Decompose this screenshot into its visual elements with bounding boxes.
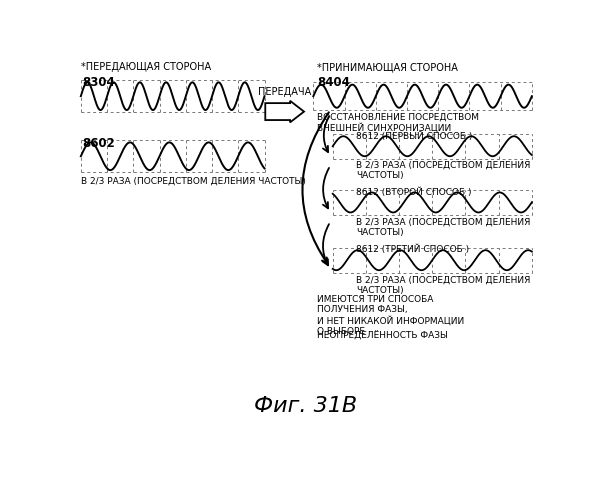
Text: 8404: 8404 <box>317 76 350 89</box>
Text: 8602: 8602 <box>82 137 115 150</box>
Text: Фиг. 31В: Фиг. 31В <box>254 396 357 415</box>
Text: В 2/3 РАЗА (ПОСРЕДСТВОМ ДЕЛЕНИЯ
ЧАСТОТЫ): В 2/3 РАЗА (ПОСРЕДСТВОМ ДЕЛЕНИЯ ЧАСТОТЫ) <box>356 161 530 180</box>
Text: ВОССТАНОВЛЕНИЕ ПОСРЕДСТВОМ
ВНЕШНЕЙ СИНХРОНИЗАЦИИ: ВОССТАНОВЛЕНИЕ ПОСРЕДСТВОМ ВНЕШНЕЙ СИНХР… <box>317 112 479 133</box>
Text: В 2/3 РАЗА (ПОСРЕДСТВОМ ДЕЛЕНИЯ ЧАСТОТЫ): В 2/3 РАЗА (ПОСРЕДСТВОМ ДЕЛЕНИЯ ЧАСТОТЫ) <box>81 176 306 186</box>
Text: В 2/3 РАЗА (ПОСРЕДСТВОМ ДЕЛЕНИЯ
ЧАСТОТЫ): В 2/3 РАЗА (ПОСРЕДСТВОМ ДЕЛЕНИЯ ЧАСТОТЫ) <box>356 276 530 295</box>
FancyArrow shape <box>265 101 304 122</box>
Text: В 2/3 РАЗА (ПОСРЕДСТВОМ ДЕЛЕНИЯ
ЧАСТОТЫ): В 2/3 РАЗА (ПОСРЕДСТВОМ ДЕЛЕНИЯ ЧАСТОТЫ) <box>356 218 530 238</box>
Text: ИМЕЮТСЯ ТРИ СПОСОБА
ПОЛУЧЕНИЯ ФАЗЫ,
И НЕТ НИКАКОЙ ИНФОРМАЦИИ
О ВЫБОРЕ: ИМЕЮТСЯ ТРИ СПОСОБА ПОЛУЧЕНИЯ ФАЗЫ, И НЕ… <box>317 295 464 336</box>
Text: *ПЕРЕДАЮЩАЯ СТОРОНА: *ПЕРЕДАЮЩАЯ СТОРОНА <box>81 62 211 72</box>
Text: 8612 (ВТОРОЙ СПОСОБ ): 8612 (ВТОРОЙ СПОСОБ ) <box>356 188 472 198</box>
Text: 8612 (ТРЕТИЙ СПОСОБ ): 8612 (ТРЕТИЙ СПОСОБ ) <box>356 245 469 254</box>
Text: ПЕРЕДАЧА: ПЕРЕДАЧА <box>258 87 311 97</box>
Text: 8612 (ПЕРВЫЙ СПОСОБ ): 8612 (ПЕРВЫЙ СПОСОБ ) <box>356 132 472 141</box>
Text: 8304: 8304 <box>82 76 115 89</box>
Text: *ПРИНИМАЮЩАЯ СТОРОНА: *ПРИНИМАЮЩАЯ СТОРОНА <box>317 62 458 72</box>
Text: НЕОПРЕДЕЛЁННОСТЬ ФАЗЫ: НЕОПРЕДЕЛЁННОСТЬ ФАЗЫ <box>317 331 448 340</box>
